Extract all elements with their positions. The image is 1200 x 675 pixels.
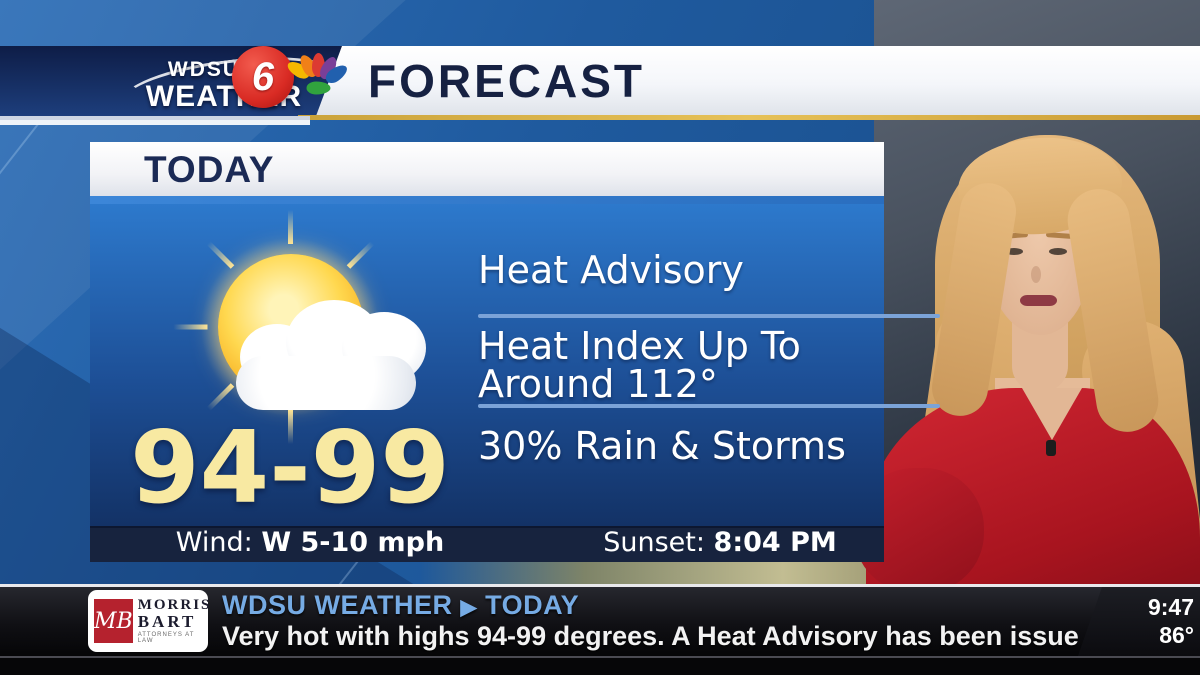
forecast-card: TODAY 94-99 Heat Advisory Heat Index Up … — [90, 142, 940, 562]
alert-heat-advisory: Heat Advisory — [478, 248, 744, 292]
wind-label: Wind: — [175, 527, 253, 558]
ticker-top-line — [0, 584, 1200, 587]
sponsor-name-line2: BART — [137, 612, 197, 631]
wind-value: W 5-10 mph — [261, 527, 445, 558]
rain-chance: 30% Rain & Storms — [478, 424, 846, 468]
card-header — [90, 142, 884, 196]
sponsor-tagline: ATTORNEYS AT LAW — [137, 632, 195, 644]
presenter-lips — [1020, 295, 1057, 306]
card-divider — [478, 314, 940, 318]
channel-number: 6 — [251, 55, 275, 99]
ticker-bottom-line — [0, 656, 1200, 658]
current-time: 9:47 — [1147, 594, 1194, 620]
card-footer — [90, 526, 884, 562]
station-call-letters: WDSU — [167, 58, 241, 81]
channel-6-logo — [232, 46, 294, 108]
ticker-headline: Very hot with highs 94-99 degrees. A Hea… — [222, 621, 1078, 651]
ticker-footer-bar — [0, 658, 1200, 675]
header-stripe — [0, 120, 310, 125]
lavalier-mic-icon — [1046, 440, 1056, 456]
page-title: FORECAST — [368, 55, 645, 107]
ticker-arrow-icon: ▶ — [460, 596, 478, 619]
card-accent-strip — [90, 196, 884, 204]
presenter-eye — [1049, 248, 1067, 255]
station-brand-label: WEATHER — [145, 80, 303, 113]
sponsor-name-line1: MORRIS — [137, 597, 212, 613]
wind-info: Wind: W 5-10 mph — [140, 527, 480, 559]
presenter-nose — [1031, 266, 1041, 283]
gold-accent-line — [298, 115, 1200, 120]
sponsor-monogram: MB — [94, 599, 133, 643]
time-temp-panel — [1078, 587, 1200, 656]
sunset-label: Sunset: — [603, 527, 705, 558]
ticker-topic: WDSU WEATHER ▶ TODAY — [222, 590, 579, 621]
card-divider — [478, 404, 940, 408]
sponsor-name: MORRIS BART ATTORNEYS AT LAW — [137, 597, 212, 645]
ticker-station-label: WDSU WEATHER — [222, 590, 453, 620]
temperature-range: 94-99 — [130, 409, 450, 526]
card-period-label: TODAY — [144, 149, 275, 190]
current-temp: 86° — [1159, 622, 1194, 648]
sponsor-logo-morris-bart: MB MORRIS BART ATTORNEYS AT LAW — [88, 590, 209, 652]
ticker-segment-label: TODAY — [485, 590, 580, 620]
sunset-value: 8:04 PM — [713, 527, 837, 558]
presenter-eye — [1005, 248, 1023, 255]
sunset-info: Sunset: 8:04 PM — [560, 527, 880, 559]
forecast-banner — [316, 46, 1200, 116]
header-stripe — [0, 116, 310, 120]
heat-index-line1: Heat Index Up To — [478, 324, 801, 368]
heat-index-line2: Around 112° — [478, 362, 718, 406]
